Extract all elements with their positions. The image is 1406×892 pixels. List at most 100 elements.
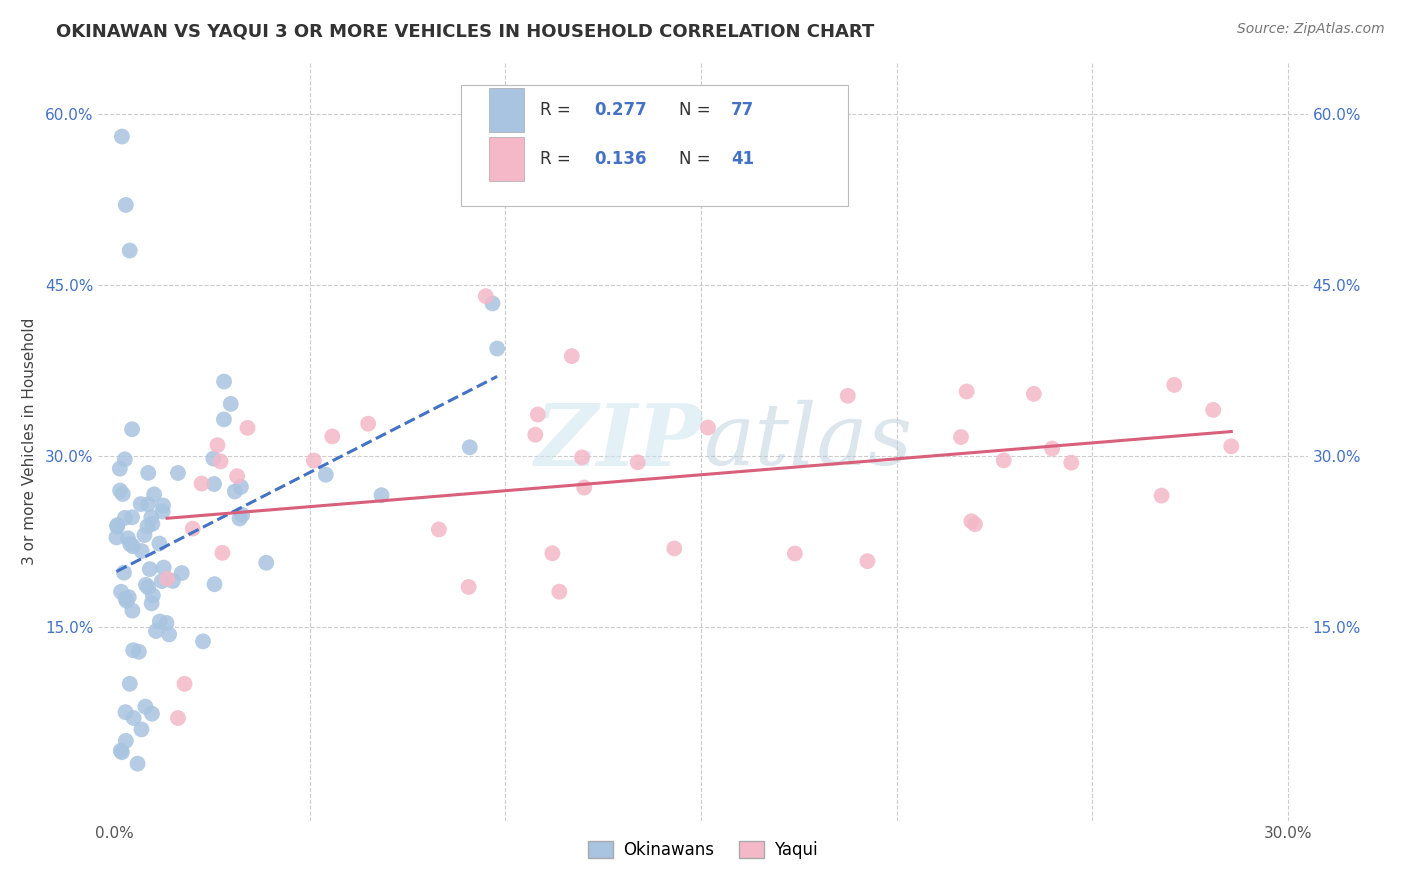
Point bbox=[167, 711, 190, 725]
Point bbox=[229, 480, 252, 494]
Point bbox=[111, 487, 134, 501]
Point bbox=[207, 438, 229, 452]
Point bbox=[181, 522, 204, 536]
Point bbox=[486, 342, 509, 356]
Point bbox=[127, 756, 149, 771]
Point bbox=[110, 743, 132, 757]
Point bbox=[108, 483, 131, 498]
Point bbox=[993, 453, 1015, 467]
Point bbox=[167, 466, 190, 480]
Point bbox=[571, 450, 593, 465]
Point bbox=[128, 645, 150, 659]
Point bbox=[960, 514, 983, 528]
FancyBboxPatch shape bbox=[489, 136, 524, 181]
Point bbox=[145, 624, 167, 638]
Point bbox=[120, 537, 142, 551]
Point bbox=[105, 518, 128, 533]
Point bbox=[108, 461, 131, 475]
Point bbox=[527, 408, 550, 422]
Point bbox=[1163, 378, 1185, 392]
Point bbox=[157, 627, 180, 641]
Point bbox=[173, 677, 195, 691]
Point bbox=[141, 706, 163, 721]
Point bbox=[162, 574, 184, 588]
Point bbox=[481, 296, 503, 310]
Point bbox=[170, 566, 193, 580]
Legend: Okinawans, Yaqui: Okinawans, Yaqui bbox=[582, 834, 824, 865]
Point bbox=[226, 469, 249, 483]
Point bbox=[148, 536, 170, 550]
Text: 41: 41 bbox=[731, 150, 754, 168]
Point bbox=[117, 531, 139, 545]
Point bbox=[131, 723, 153, 737]
Point bbox=[111, 129, 134, 144]
Point bbox=[212, 375, 235, 389]
Point bbox=[212, 412, 235, 426]
Point bbox=[105, 519, 128, 533]
Point bbox=[134, 528, 156, 542]
Text: atlas: atlas bbox=[703, 401, 912, 483]
Point bbox=[142, 588, 165, 602]
Point bbox=[131, 544, 153, 558]
Point bbox=[856, 554, 879, 568]
Point bbox=[110, 584, 132, 599]
Point bbox=[357, 417, 380, 431]
Point bbox=[236, 421, 259, 435]
FancyBboxPatch shape bbox=[489, 87, 524, 133]
Point bbox=[302, 453, 325, 467]
Point bbox=[1202, 403, 1225, 417]
Text: OKINAWAN VS YAQUI 3 OR MORE VEHICLES IN HOUSEHOLD CORRELATION CHART: OKINAWAN VS YAQUI 3 OR MORE VEHICLES IN … bbox=[56, 22, 875, 40]
Point bbox=[135, 578, 157, 592]
Point bbox=[114, 452, 136, 467]
Point bbox=[114, 591, 136, 606]
Text: 77: 77 bbox=[731, 101, 754, 120]
Point bbox=[541, 546, 564, 560]
Point bbox=[139, 562, 162, 576]
Text: 0.277: 0.277 bbox=[595, 101, 647, 120]
Point bbox=[209, 454, 232, 468]
Text: Source: ZipAtlas.com: Source: ZipAtlas.com bbox=[1237, 22, 1385, 37]
Point bbox=[783, 546, 806, 560]
Y-axis label: 3 or more Vehicles in Household: 3 or more Vehicles in Household bbox=[21, 318, 37, 566]
Point bbox=[118, 590, 141, 604]
Point bbox=[114, 705, 136, 719]
Text: N =: N = bbox=[679, 150, 716, 168]
Point bbox=[963, 517, 986, 532]
Point bbox=[219, 397, 242, 411]
Point bbox=[136, 498, 159, 512]
Point bbox=[141, 596, 163, 610]
Point bbox=[115, 593, 138, 607]
Point bbox=[121, 604, 143, 618]
Point bbox=[141, 510, 163, 524]
Text: 0.136: 0.136 bbox=[595, 150, 647, 168]
Point bbox=[136, 466, 159, 480]
Point bbox=[121, 539, 143, 553]
Point bbox=[224, 484, 246, 499]
Point bbox=[202, 451, 225, 466]
Point bbox=[152, 499, 174, 513]
Point bbox=[134, 699, 156, 714]
Point bbox=[211, 546, 233, 560]
Point bbox=[121, 510, 143, 524]
Point bbox=[949, 430, 972, 444]
FancyBboxPatch shape bbox=[461, 85, 848, 207]
Point bbox=[121, 422, 143, 436]
Point bbox=[475, 289, 498, 303]
Point bbox=[118, 677, 141, 691]
Point bbox=[105, 531, 128, 545]
Point bbox=[524, 427, 547, 442]
Point bbox=[129, 497, 152, 511]
Point bbox=[114, 511, 136, 525]
Point bbox=[156, 572, 179, 586]
Point bbox=[228, 511, 250, 525]
Point bbox=[141, 516, 163, 531]
Point bbox=[190, 476, 212, 491]
Point bbox=[627, 455, 650, 469]
Point bbox=[1040, 442, 1063, 456]
Point bbox=[204, 577, 226, 591]
Point bbox=[149, 615, 172, 629]
Point bbox=[150, 574, 173, 588]
Point bbox=[1220, 439, 1243, 453]
Point bbox=[152, 560, 174, 574]
Point bbox=[202, 477, 225, 491]
